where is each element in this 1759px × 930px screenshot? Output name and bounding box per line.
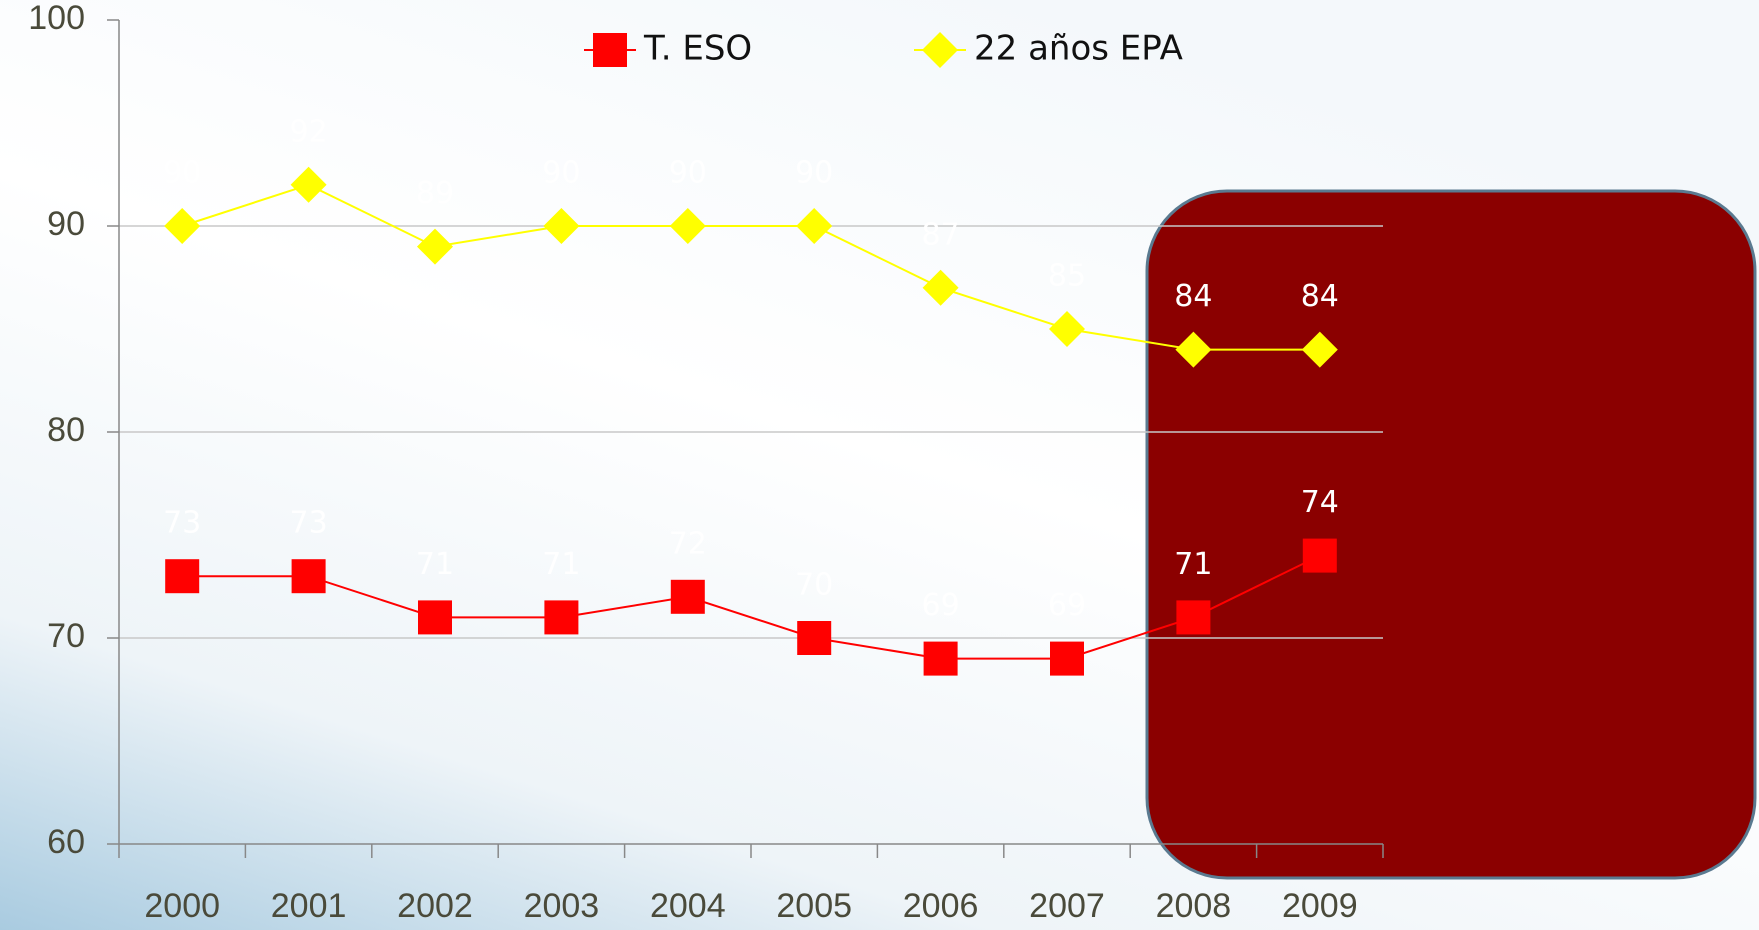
data-label: 70 [795,568,833,603]
data-label: 73 [290,506,328,541]
data-label: 84 [1301,279,1339,314]
data-point [797,621,832,655]
data-label: 90 [669,156,707,191]
data-point [923,641,958,676]
series-line [181,183,1320,351]
plot: 60 70 80 90 100 2000 2001 2002 2003 2004 2005 2006 2… [28,0,1384,925]
data-point [165,559,200,594]
data-label: 71 [542,547,580,582]
x-tick-label: 2002 [397,887,473,925]
x-tick-label: 2001 [271,887,347,925]
x-tick-label: 2000 [144,887,220,925]
highlight-box [1145,189,1757,880]
x-tick-label: 2007 [1029,887,1105,925]
data-point [669,208,706,244]
data-label: 73 [163,506,201,541]
data-point [291,559,326,594]
series-line [182,554,1321,660]
data-label: 90 [163,156,201,191]
data-label: 72 [669,526,707,561]
legend-marker [593,33,627,67]
x-tick-label: 2008 [1156,887,1232,925]
data-point [796,208,833,244]
data-label: 71 [1174,547,1212,582]
data-label: 71 [416,547,454,582]
data-point [1049,311,1085,347]
data-point [1175,331,1212,368]
x-tick-label: 2003 [524,887,600,925]
data-point [544,600,579,635]
data-label: 74 [1301,485,1339,520]
x-tick-label: 2006 [903,887,979,925]
data-label: 90 [795,156,833,191]
data-point [418,600,452,635]
data-point [290,166,327,203]
data-label: 89 [416,176,454,211]
y-tick-label: 70 [47,617,85,655]
data-point [1176,600,1211,635]
data-point [1301,331,1338,368]
data-label: 85 [1048,259,1086,294]
x-tick-label: 2009 [1282,887,1358,925]
data-point [1050,641,1084,676]
data-label: 84 [1174,279,1212,314]
legend-marker [922,32,958,68]
data-point [922,269,959,306]
data-label: 92 [290,114,328,149]
data-point [543,208,580,244]
data-point [417,228,453,265]
y-tick-label: 90 [47,205,85,243]
x-tick-label: 2004 [650,887,726,925]
data-label: 69 [922,588,960,623]
x-tick-label: 2005 [776,887,852,925]
y-tick-label: 60 [47,823,85,861]
y-tick-label: 100 [28,0,85,37]
y-tick-label: 80 [47,411,85,449]
legend-label: 22 años EPA [974,29,1183,69]
data-label: 69 [1048,588,1086,623]
data-point [670,579,705,614]
data-point [1302,538,1337,573]
data-label: 87 [922,217,960,252]
data-point [164,208,201,244]
data-label: 90 [542,156,580,191]
legend-label: T. ESO [643,29,752,69]
